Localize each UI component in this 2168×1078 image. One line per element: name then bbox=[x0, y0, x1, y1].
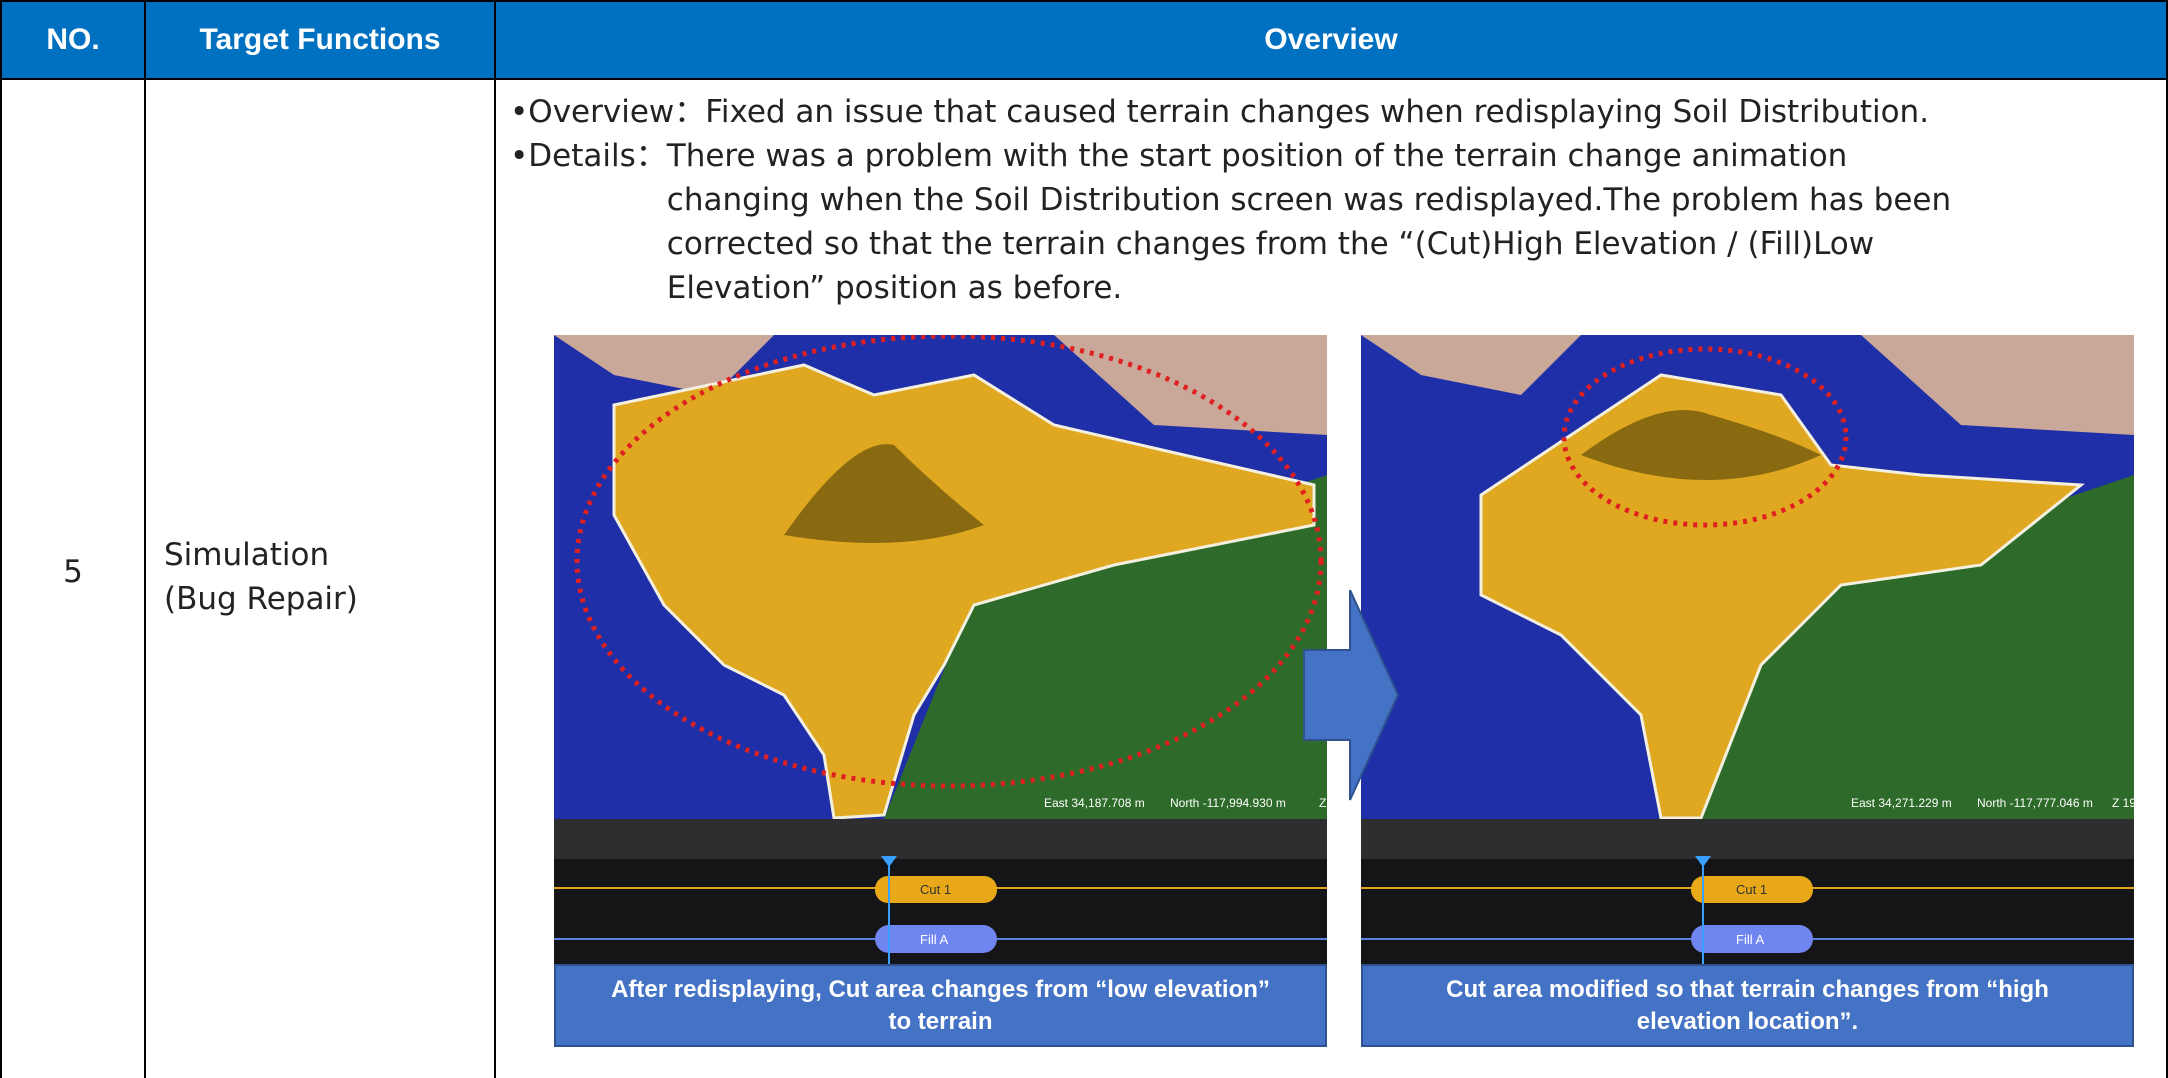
caption-line: After redisplaying, Cut area changes fro… bbox=[611, 976, 1270, 1003]
cut-label: Cut 1 bbox=[920, 882, 951, 897]
fill-label: Fill A bbox=[1736, 932, 1765, 947]
timeline-bar bbox=[1361, 819, 2134, 859]
function-cell: Simulation (Bug Repair) bbox=[144, 80, 494, 1078]
coord-east: East 34,271.229 m bbox=[1851, 796, 1952, 810]
cut-area bbox=[1479, 373, 2085, 820]
terrain-forest bbox=[884, 475, 1327, 819]
bullet-line: There was a problem with the start posit… bbox=[666, 138, 1848, 174]
highlight-ellipse bbox=[574, 333, 1324, 789]
caption: After redisplaying, Cut area changes fro… bbox=[554, 964, 1327, 1047]
cut-pill bbox=[1691, 876, 1813, 903]
bullet-line: corrected so that the terrain changes fr… bbox=[666, 226, 1875, 262]
overview-cell: • Overview： Fixed an issue that caused te… bbox=[494, 80, 2168, 1078]
terrain-forest bbox=[1691, 475, 2134, 819]
cursor-head bbox=[881, 856, 897, 867]
cut-area bbox=[612, 363, 1316, 820]
coord-north: North -117,777.046 m bbox=[1977, 796, 2093, 810]
coord-z: Z 19 bbox=[2112, 796, 2134, 810]
bullet-label: Details： bbox=[528, 138, 667, 174]
mound bbox=[1581, 410, 1821, 480]
bullet-line: Elevation” position as before. bbox=[666, 270, 1123, 306]
caption-line: Cut area modified so that terrain change… bbox=[1446, 976, 2049, 1003]
function-text: Simulation (Bug Repair) bbox=[164, 533, 358, 621]
bullet-text: There was a problem with the start posit… bbox=[667, 134, 1951, 310]
coord-z: Z bbox=[1319, 796, 1326, 810]
panel: East 34,271.229 m North -117,777.046 m Z 1… bbox=[1361, 335, 2136, 1047]
cut-pill bbox=[875, 876, 997, 903]
terrain-land bbox=[1361, 335, 2134, 435]
header-overview: Overview bbox=[494, 0, 2168, 80]
mound bbox=[784, 444, 984, 543]
coord-east: East 34,187.708 m bbox=[1044, 796, 1145, 810]
panel-image: East 34,187.708 m North -117,994.930 m Z Cu… bbox=[554, 333, 1327, 964]
bullet-line: Fixed an issue that caused terrain chang… bbox=[705, 94, 1930, 130]
bullet-line: changing when the Soil Distribution scre… bbox=[666, 182, 1952, 218]
caption: Cut area modified so that terrain change… bbox=[1361, 964, 2134, 1047]
bullet-list: • Overview： Fixed an issue that caused te… bbox=[510, 90, 1951, 310]
cursor-head bbox=[1695, 856, 1711, 867]
panel: East 34,187.708 m North -117,994.930 m Z Cu… bbox=[554, 333, 1327, 1047]
function-line: Simulation bbox=[164, 537, 330, 573]
bullet-text: Fixed an issue that caused terrain chang… bbox=[705, 90, 1929, 134]
no-cell: 5 bbox=[0, 80, 144, 1078]
caption-line: to terrain bbox=[888, 1008, 993, 1035]
arrow bbox=[1303, 590, 1400, 801]
arrow-shape bbox=[1303, 590, 1400, 801]
fill-pill bbox=[875, 925, 997, 953]
timeline-bar bbox=[554, 819, 1327, 859]
bullet-label: Overview： bbox=[528, 94, 706, 130]
bullet: • Details： There was a problem with the s… bbox=[510, 134, 1951, 310]
terrain-land bbox=[554, 335, 1327, 435]
highlight-ellipse bbox=[1561, 346, 1849, 528]
caption-line: elevation location”. bbox=[1636, 1008, 1859, 1035]
panel-image: East 34,271.229 m North -117,777.046 m Z 1… bbox=[1361, 335, 2136, 964]
header-function: Target Functions bbox=[144, 0, 494, 80]
header-no: NO. bbox=[0, 0, 144, 80]
fill-pill bbox=[1691, 925, 1813, 953]
coord-north: North -117,994.930 m bbox=[1170, 796, 1286, 810]
function-line: (Bug Repair) bbox=[164, 581, 358, 617]
fill-label: Fill A bbox=[920, 932, 949, 947]
row-no: 5 bbox=[63, 554, 83, 590]
bullet-dot: • bbox=[510, 94, 529, 130]
bullet: • Overview： Fixed an issue that caused te… bbox=[510, 90, 1951, 134]
bullet-dot: • bbox=[510, 138, 529, 174]
cut-label: Cut 1 bbox=[1736, 882, 1767, 897]
